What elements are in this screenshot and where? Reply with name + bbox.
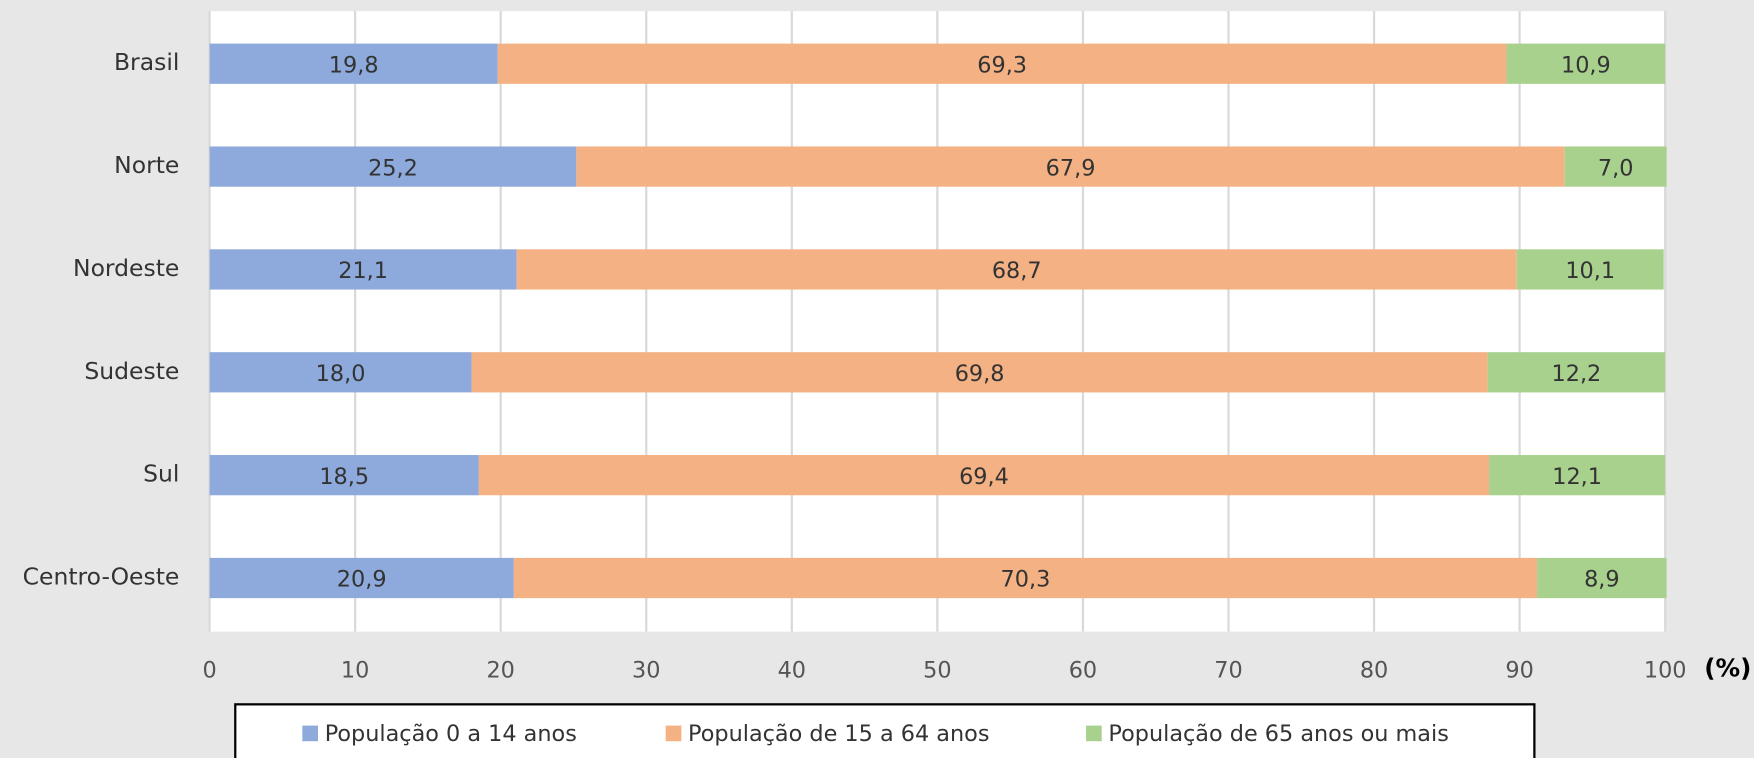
bar-segment [471,352,1488,393]
x-tick-label: 40 [778,657,806,683]
x-tick-label: 10 [341,657,369,683]
bar-segment [209,43,498,84]
data-label: 20,9 [337,567,387,593]
x-tick-label: 100 [1644,657,1687,683]
data-label: 19,8 [329,52,379,78]
y-tick-label: Nordeste [73,254,179,282]
data-label: 21,1 [338,258,388,284]
y-tick-label: Sudeste [84,357,179,385]
bar-segment [478,455,1490,496]
data-label: 68,7 [992,258,1042,284]
legend-label: População de 65 anos ou mais [1108,721,1448,747]
x-tick-label: 0 [202,657,216,683]
bar-segment [1489,455,1666,496]
y-tick-label: Brasil [114,48,179,76]
bar-segment [1506,43,1666,84]
data-label: 69,3 [977,52,1027,78]
data-label: 12,2 [1552,361,1602,387]
data-label: 67,9 [1046,155,1096,181]
bar-segment [209,455,479,496]
x-tick-label: 90 [1505,657,1533,683]
x-axis-label: (%) [1704,654,1751,683]
data-label: 12,1 [1552,464,1602,490]
bar-segment [1487,352,1666,393]
x-tick-label: 30 [632,657,660,683]
x-tick-label: 80 [1360,657,1388,683]
y-tick-label: Sul [143,460,179,488]
bar-segment [1516,249,1664,290]
y-tick-label: Centro-Oeste [23,563,180,591]
data-label: 10,1 [1565,258,1615,284]
x-tick-label: 60 [1069,657,1097,683]
bar-segment [209,557,514,599]
x-tick-label: 20 [486,657,514,683]
legend-swatch [302,725,319,742]
bar-segment [497,43,1507,84]
data-label: 8,9 [1584,567,1620,593]
data-label: 70,3 [1001,567,1051,593]
bar-segment [209,352,472,393]
bar-segment [516,249,1517,290]
data-label: 7,0 [1598,155,1634,181]
legend-swatch [665,725,682,742]
legend [234,703,1536,758]
bar-segment [1564,146,1667,187]
data-label: 69,8 [955,361,1005,387]
y-tick-label: Norte [114,151,179,179]
legend-swatch [1086,725,1102,742]
data-label: 10,9 [1561,52,1611,78]
bar-segment [209,249,517,290]
x-tick-label: 70 [1214,657,1242,683]
bar-segment [209,146,577,187]
data-label: 18,0 [316,361,366,387]
data-label: 25,2 [368,155,418,181]
data-label: 69,4 [959,464,1009,490]
bar-segment [1537,557,1667,599]
legend-label: População 0 a 14 anos [325,721,577,747]
x-tick-label: 50 [923,657,951,683]
bar-segment [513,557,1538,599]
legend-label: População de 15 a 64 anos [688,721,989,747]
data-label: 18,5 [319,464,369,490]
bar-segment [576,146,1565,187]
